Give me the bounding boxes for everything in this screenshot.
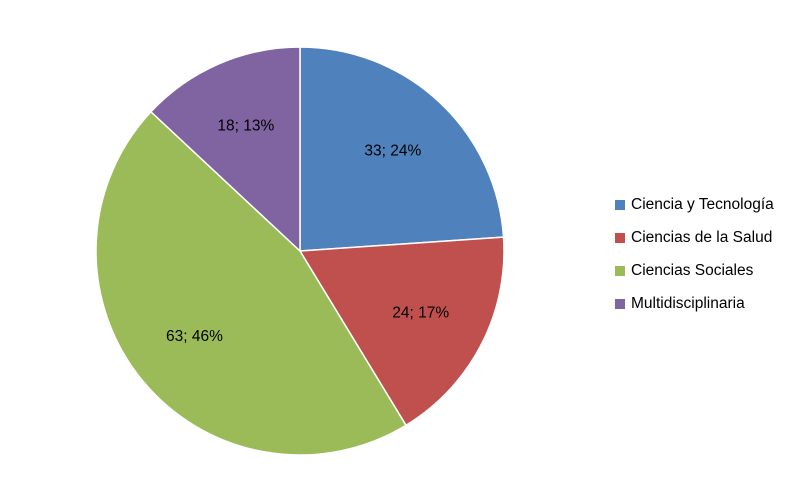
legend-label: Ciencias Sociales	[631, 261, 754, 279]
legend-label: Ciencias de la Salud	[631, 228, 773, 246]
pie-slice-ciencias-sociales	[95, 110, 408, 456]
data-label-ciencia-y-tecnologia: 33; 24%	[364, 143, 421, 160]
legend-label: Ciencia y Tecnología	[631, 195, 774, 213]
pie-slice-ciencias-de-la-salud	[298, 236, 505, 427]
legend-item-ciencia-y-tecnologia: Ciencia y Tecnología	[615, 188, 774, 221]
legend-swatch	[615, 232, 625, 243]
data-label-multidisciplinaria: 18; 13%	[217, 117, 274, 134]
legend-swatch	[615, 298, 625, 309]
legend-swatch	[615, 265, 625, 276]
legend-swatch	[615, 199, 625, 210]
data-label-ciencias-sociales: 63; 46%	[166, 328, 223, 345]
data-label-ciencias-de-la-salud: 24; 17%	[392, 305, 449, 322]
legend-item-ciencias-de-la-salud: Ciencias de la Salud	[615, 221, 774, 254]
pie-slice-ciencia-y-tecnologia	[299, 46, 505, 252]
pie-data-labels: 33; 24% 24; 17% 63; 46% 18; 13%	[166, 117, 449, 345]
pie-slices	[95, 46, 505, 456]
legend-item-ciencias-sociales: Ciencias Sociales	[615, 254, 774, 287]
legend-item-multidisciplinaria: Multidisciplinaria	[615, 287, 774, 320]
pie-slice-multidisciplinaria	[149, 46, 301, 253]
chart-legend: Ciencia y Tecnología Ciencias de la Salu…	[615, 188, 774, 320]
legend-label: Multidisciplinaria	[631, 294, 745, 312]
